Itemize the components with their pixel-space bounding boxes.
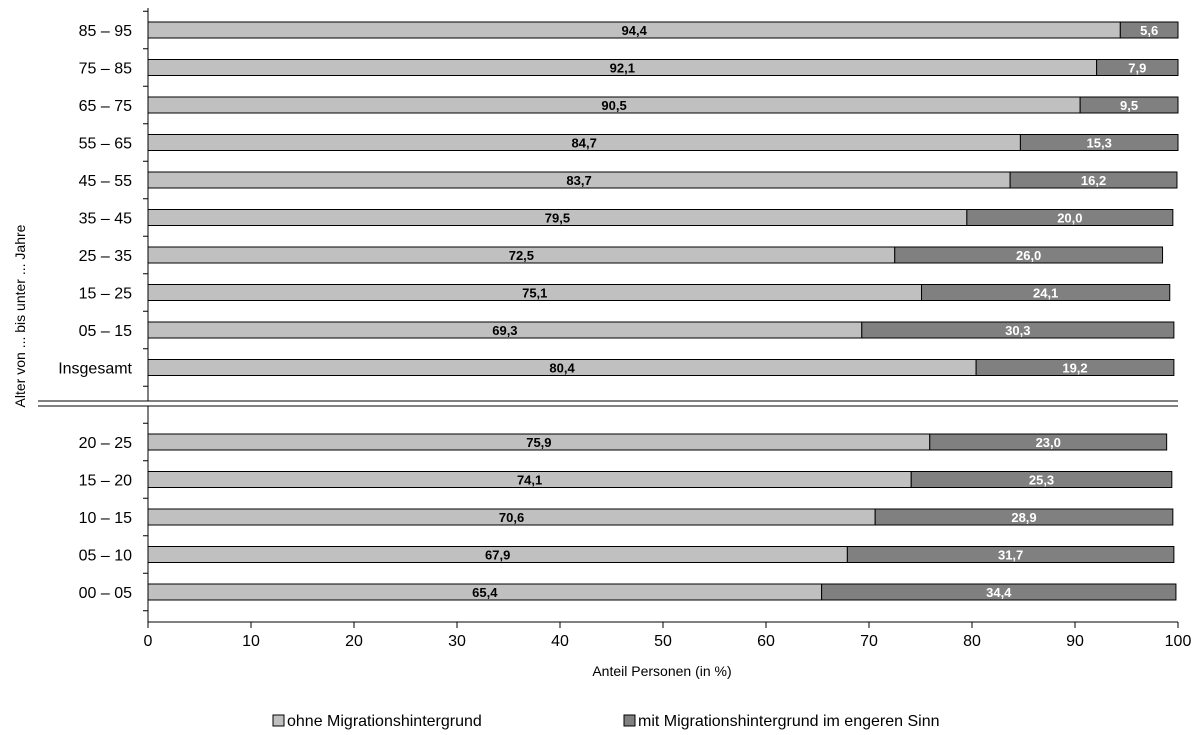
data-label-g1-r10-s1: 80,4: [549, 361, 575, 376]
data-label-g1-r5-s2: 16,2: [1081, 173, 1106, 188]
data-label-g1-r2-s2: 7,9: [1128, 61, 1146, 76]
bar-g1-r8-s2: [921, 284, 1171, 301]
data-label-g2-r3-s1: 70,6: [499, 510, 524, 525]
bar-g1-r6-s2: [966, 209, 1174, 226]
category-label-g1-r4: 55 – 65: [79, 136, 132, 153]
data-label-g1-r6-s2: 20,0: [1057, 211, 1082, 226]
data-label-g1-r7-s1: 72,5: [509, 248, 534, 263]
x-tick-label-90: 90: [1066, 633, 1084, 650]
category-label-g1-r2: 75 – 85: [79, 61, 132, 78]
x-tick-label-50: 50: [654, 633, 672, 650]
category-label-g2-r4: 05 – 10: [79, 548, 132, 565]
data-label-g1-r4-s1: 84,7: [572, 136, 597, 151]
data-label-g2-r4-s1: 67,9: [485, 548, 510, 563]
data-label-g1-r2-s1: 92,1: [610, 61, 635, 76]
bar-g2-r1-s2: [929, 433, 1168, 451]
category-label-g1-r6: 35 – 45: [79, 211, 132, 228]
data-label-g1-r8-s1: 75,1: [522, 286, 547, 301]
x-tick-label-0: 0: [144, 633, 153, 650]
legend: ohne Migrationshintergrund mit Migration…: [272, 713, 939, 730]
data-label-g1-r4-s2: 15,3: [1087, 136, 1112, 151]
x-tick-label-60: 60: [757, 633, 775, 650]
x-axis-title: Anteil Personen (in %): [592, 663, 731, 679]
data-label-g2-r2-s1: 74,1: [517, 473, 542, 488]
data-label-g1-r5-s1: 83,7: [566, 173, 591, 188]
category-label-g1-r5: 45 – 55: [79, 173, 132, 190]
data-label-g2-r3-s2: 28,9: [1011, 510, 1036, 525]
legend-label-series-1: ohne Migrationshintergrund: [287, 713, 482, 730]
axis-layer: [38, 8, 1179, 628]
bar-g2-r2-s2: [910, 471, 1173, 488]
data-label-g1-r9-s2: 30,3: [1005, 323, 1030, 338]
x-tick-label-10: 10: [242, 633, 260, 650]
bar-g1-r7-s2: [894, 246, 1164, 264]
data-label-g1-r3-s2: 9,5: [1120, 98, 1138, 113]
x-tick-label-80: 80: [963, 633, 981, 650]
bar-g2-r3-s2: [874, 508, 1174, 526]
bar-g1-r10-s2: [975, 359, 1175, 376]
data-label-g1-r7-s2: 26,0: [1016, 248, 1041, 263]
category-label-g1-r1: 85 – 95: [79, 23, 132, 40]
data-label-g1-r6-s1: 79,5: [545, 211, 570, 226]
category-label-g1-r8: 15 – 25: [79, 286, 132, 303]
category-label-g2-r3: 10 – 15: [79, 510, 132, 527]
x-tick-label-100: 100: [1165, 633, 1192, 650]
category-label-g1-r3: 65 – 75: [79, 98, 132, 115]
data-label-g2-r5-s1: 65,4: [472, 585, 498, 600]
data-label-g1-r9-s1: 69,3: [492, 323, 517, 338]
bar-g1-r3-s2: [1079, 96, 1179, 114]
data-label-g2-r2-s2: 25,3: [1029, 473, 1054, 488]
bar-g1-r5-s2: [1009, 171, 1178, 189]
category-label-g1-r9: 05 – 15: [79, 323, 132, 340]
labels-layer: 94,4 5,6 85 – 95 92,1 7,9 75 – 85 90,5 9,5 65 – …: [58, 23, 1191, 650]
data-label-g2-r4-s2: 31,7: [998, 548, 1023, 563]
bar-g1-r4-s2: [1019, 134, 1179, 151]
category-label-g2-r2: 15 – 20: [79, 473, 132, 490]
category-label-g2-r5: 00 – 05: [79, 585, 132, 602]
category-label-g1-r7: 25 – 35: [79, 248, 132, 265]
bar-g1-r1-s2: [1119, 21, 1179, 39]
x-tick-label-40: 40: [551, 633, 569, 650]
y-axis-title: Alter von ... bis unter ... Jahre: [12, 224, 28, 407]
x-tick-label-70: 70: [860, 633, 878, 650]
bars-layer: [147, 21, 1179, 601]
data-label-g2-r1-s2: 23,0: [1036, 435, 1061, 450]
data-label-g1-r1-s2: 5,6: [1140, 23, 1158, 38]
x-tick-label-30: 30: [448, 633, 466, 650]
data-label-g1-r3-s1: 90,5: [601, 98, 626, 113]
legend-swatch-series-2: [623, 714, 636, 727]
bar-g1-r9-s2: [861, 321, 1175, 339]
data-label-g1-r8-s2: 24,1: [1033, 286, 1058, 301]
category-label-g1-r10: Insgesamt: [58, 361, 132, 378]
bar-g2-r5-s2: [821, 583, 1177, 601]
legend-label-series-2: mit Migrationshintergrund im engeren Sin…: [638, 713, 939, 730]
x-tick-label-20: 20: [345, 633, 363, 650]
legend-swatch-series-1: [272, 714, 285, 727]
bar-g1-r2-s2: [1096, 59, 1179, 76]
bar-g2-r4-s2: [846, 546, 1175, 563]
data-label-g1-r1-s1: 94,4: [622, 23, 648, 38]
data-label-g1-r10-s2: 19,2: [1062, 361, 1087, 376]
data-label-g2-r5-s2: 34,4: [986, 585, 1012, 600]
category-label-g2-r1: 20 – 25: [79, 435, 132, 452]
data-label-g2-r1-s1: 75,9: [526, 435, 551, 450]
